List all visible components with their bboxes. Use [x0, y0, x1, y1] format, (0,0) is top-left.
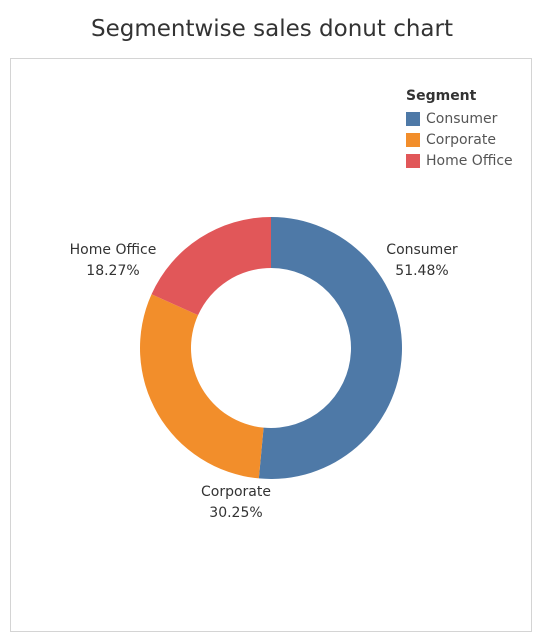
chart-title: Segmentwise sales donut chart	[90, 16, 453, 42]
slice-value-corporate: 30.25%	[209, 505, 262, 521]
legend-swatch-consumer	[406, 111, 420, 126]
legend-label-corporate: Corporate	[426, 131, 496, 148]
slice-value-consumer: 51.48%	[395, 263, 448, 279]
legend: Segment Consumer Corporate Home Office	[406, 88, 513, 171]
legend-item-consumer[interactable]: Consumer	[406, 108, 513, 129]
legend-item-corporate[interactable]: Corporate	[406, 129, 513, 150]
donut-slice-home-office[interactable]	[151, 217, 271, 316]
legend-swatch-corporate	[406, 132, 420, 147]
slice-value-home-office: 18.27%	[86, 263, 139, 279]
slice-label-corporate: Corporate	[201, 484, 271, 500]
legend-label-home-office: Home Office	[426, 152, 513, 169]
legend-item-home-office[interactable]: Home Office	[406, 150, 513, 171]
legend-swatch-home-office	[406, 153, 420, 168]
slice-label-home-office: Home Office	[70, 242, 157, 258]
donut-slice-corporate[interactable]	[139, 294, 264, 479]
donut-slice-consumer[interactable]	[258, 217, 402, 479]
legend-label-consumer: Consumer	[426, 110, 498, 127]
chart-frame	[10, 58, 532, 632]
legend-title: Segment	[406, 88, 477, 104]
slice-label-consumer: Consumer	[386, 242, 458, 258]
